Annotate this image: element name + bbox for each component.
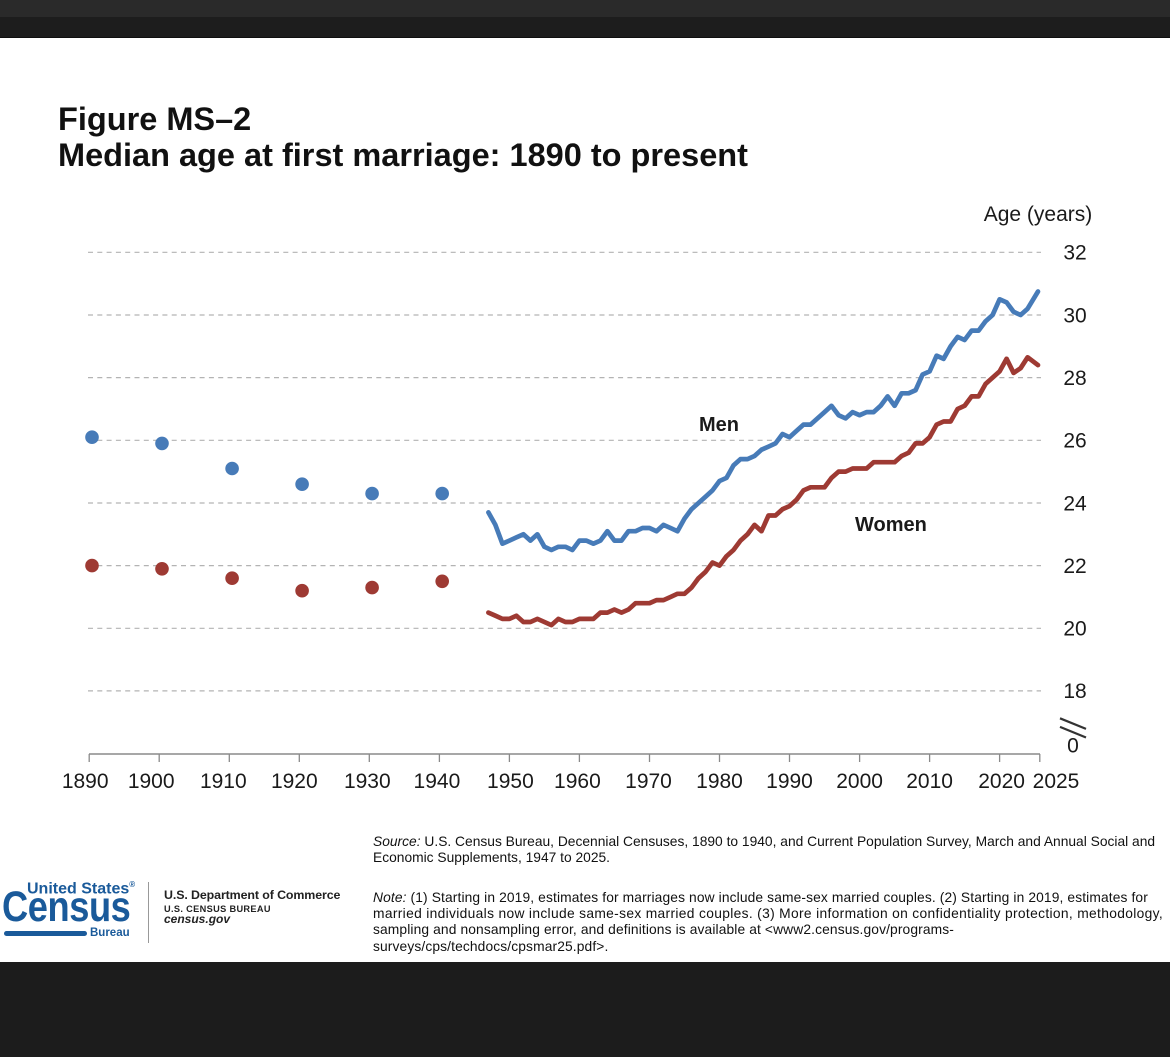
svg-text:20: 20 (1063, 618, 1086, 641)
svg-text:1970: 1970 (625, 770, 672, 793)
svg-text:2010: 2010 (906, 770, 953, 793)
svg-text:26: 26 (1063, 430, 1086, 453)
svg-text:Men: Men (699, 414, 739, 436)
svg-text:1930: 1930 (344, 770, 391, 793)
svg-text:1980: 1980 (696, 770, 743, 793)
svg-text:28: 28 (1063, 367, 1086, 390)
svg-text:1900: 1900 (128, 770, 175, 793)
svg-text:32: 32 (1063, 242, 1086, 265)
svg-text:Women: Women (855, 514, 927, 536)
svg-text:2000: 2000 (836, 770, 883, 793)
svg-text:Age (years): Age (years) (984, 203, 1093, 226)
svg-text:1910: 1910 (200, 770, 247, 793)
svg-text:1940: 1940 (414, 770, 461, 793)
svg-text:30: 30 (1063, 304, 1086, 327)
svg-text:1950: 1950 (487, 770, 534, 793)
svg-text:1920: 1920 (271, 770, 318, 793)
svg-text:1990: 1990 (766, 770, 813, 793)
svg-text:0: 0 (1067, 735, 1079, 758)
svg-text:22: 22 (1063, 555, 1086, 578)
svg-text:18: 18 (1063, 680, 1086, 703)
svg-text:2025: 2025 (1033, 770, 1080, 793)
svg-text:2020: 2020 (978, 770, 1025, 793)
svg-text:24: 24 (1063, 492, 1087, 515)
svg-text:1960: 1960 (554, 770, 601, 793)
svg-text:1890: 1890 (62, 770, 109, 793)
